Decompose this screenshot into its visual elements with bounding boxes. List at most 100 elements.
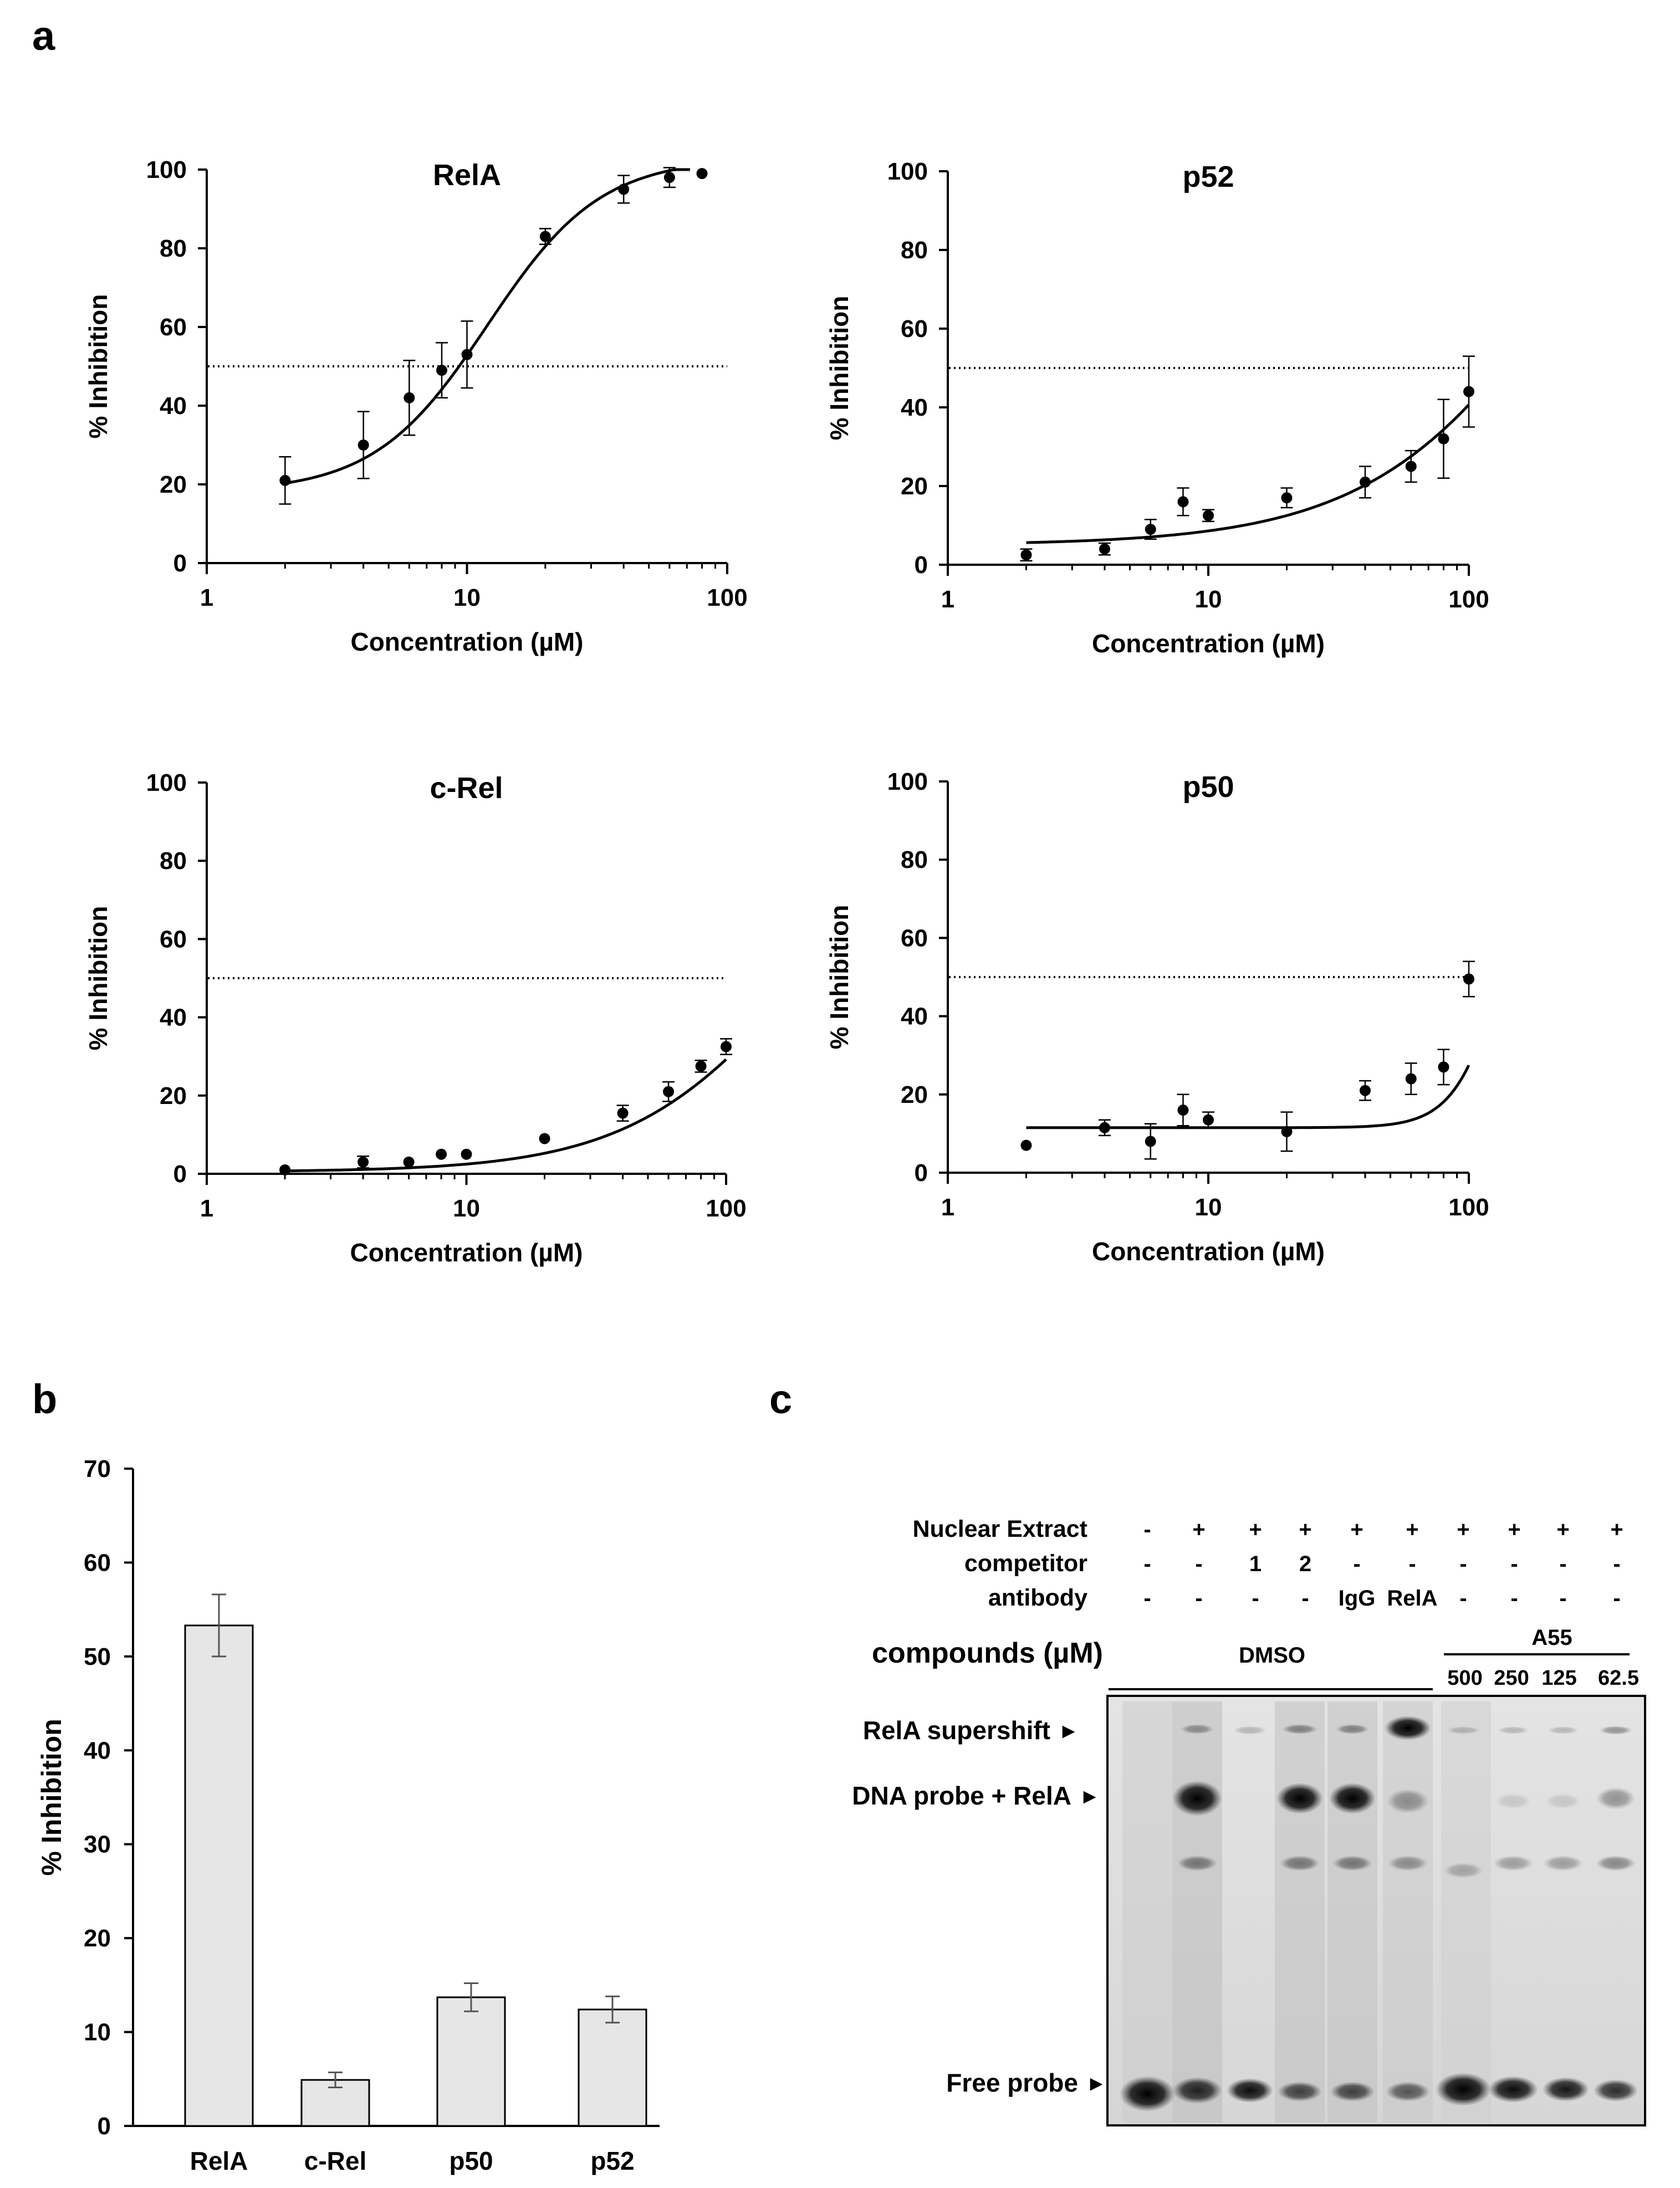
- lane-smear-1: [1122, 1701, 1172, 2123]
- p52-data-point: [1203, 510, 1214, 522]
- rela-data-point: [436, 365, 448, 376]
- bar-y-tick-label: 0: [98, 2113, 111, 2140]
- p52-x-tick-label: 100: [1448, 586, 1489, 613]
- p52-x-tick-label: 10: [1195, 586, 1222, 613]
- c-rel-data-point: [403, 1156, 415, 1168]
- p50-data-point: [1405, 1073, 1417, 1085]
- band-supershift-4: [1282, 1724, 1318, 1734]
- p52-data-point: [1463, 386, 1474, 397]
- row-label-competitor: competitor: [964, 1550, 1087, 1577]
- gel-marker: -: [1408, 1552, 1416, 1576]
- gel-band-labels: RelA supershift ► DNA probe + RelA ► Fre…: [852, 1716, 1107, 2097]
- p50-data-point: [1145, 1136, 1156, 1147]
- rela-data-point: [539, 231, 551, 242]
- band-lower-9: [1543, 1855, 1583, 1871]
- c-rel-data-point: [436, 1148, 447, 1160]
- gel-marker: +: [1299, 1517, 1311, 1542]
- c-rel-data-point: [721, 1041, 732, 1052]
- rela-y-tick-label: 40: [160, 392, 187, 420]
- rela-data-point: [461, 349, 473, 360]
- rela-data-point: [618, 183, 630, 195]
- c-rel-x-tick-label: 1: [200, 1195, 213, 1222]
- compounds-label: compounds (µM): [872, 1637, 1103, 1669]
- gel-marker: -: [1143, 1517, 1151, 1542]
- band-label-free-probe: Free probe: [946, 2068, 1078, 2097]
- p50-data-point: [1203, 1114, 1214, 1126]
- a55-dose-500: 500: [1447, 1666, 1482, 1690]
- p50-data-point: [1359, 1085, 1371, 1096]
- c-rel-y-tick-label: 40: [160, 1004, 187, 1031]
- bar-y-tick-label: 50: [84, 1643, 111, 1670]
- c-rel-title: c-Rel: [430, 771, 503, 805]
- gel-marker: -: [1195, 1586, 1202, 1611]
- chart-c-rel: 0 20 40 60 80 100 1 10 100 Concentration (µM) % In…: [84, 769, 747, 1267]
- chart-p52: 0 20 40 60 80 100 1 10 100 Concentration (µM) % In…: [825, 158, 1489, 658]
- p52-data-point: [1438, 433, 1449, 444]
- c-rel-y-tick-label: 100: [146, 769, 187, 796]
- p50-y-label: % Inhibition: [825, 905, 854, 1050]
- rela-title: RelA: [433, 159, 501, 192]
- band-supershift-6: [1385, 1716, 1431, 1740]
- rela-data-point: [696, 168, 708, 180]
- bar-p50: [436, 1996, 506, 2127]
- c-rel-data-point: [358, 1156, 369, 1168]
- gel-marker: IgG: [1339, 1586, 1376, 1611]
- a55-label: A55: [1531, 1625, 1572, 1650]
- p52-y-tick-label: 80: [901, 237, 928, 264]
- p52-y-tick-label: 60: [901, 315, 928, 342]
- p50-y-tick-label: 60: [901, 924, 928, 952]
- lane-smear-2: [1172, 1701, 1222, 2123]
- rela-data-point: [404, 392, 415, 403]
- p52-data-point: [1359, 476, 1371, 488]
- lane-smear-5: [1327, 1701, 1377, 2123]
- band-lower-8: [1493, 1855, 1533, 1871]
- panel-label-a: a: [32, 13, 55, 59]
- rela-x-tick-label: 10: [453, 584, 481, 611]
- band-lower-2: [1177, 1855, 1217, 1871]
- gel-marker: +: [1192, 1517, 1205, 1542]
- c-rel-data-point: [617, 1107, 629, 1119]
- gel-row-labels: Nuclear Extract competitor antibody comp…: [872, 1516, 1103, 1669]
- gel-marker: -: [1613, 1552, 1620, 1576]
- arrow-supershift: ►: [1058, 1720, 1079, 1743]
- band-supershift-8: [1498, 1726, 1529, 1734]
- band-free-6: [1386, 2082, 1430, 2102]
- c-rel-data-point: [279, 1164, 291, 1175]
- p52-x-label: Concentration (µM): [1092, 629, 1325, 658]
- a55-dose-62-5: 62.5: [1598, 1666, 1639, 1690]
- bar-y-label: % Inhibition: [36, 1719, 67, 1875]
- gel-marker: 2: [1299, 1552, 1311, 1576]
- bar-y-tick-label: 10: [84, 2019, 111, 2046]
- c-rel-x-tick-label: 10: [453, 1195, 480, 1222]
- rela-x-tick-label: 100: [707, 584, 747, 611]
- gel-marker: -: [1559, 1586, 1566, 1611]
- rela-x-label: Concentration (µM): [350, 627, 583, 656]
- band-supershift-7: [1447, 1726, 1480, 1734]
- p52-y-tick-label: 0: [915, 551, 928, 579]
- gel-marker: -: [1143, 1586, 1151, 1611]
- gel-marker: +: [1406, 1517, 1418, 1542]
- p50-x-tick-label: 10: [1195, 1194, 1222, 1221]
- gel-marker: -: [1353, 1552, 1360, 1576]
- gel-marker: -: [1301, 1586, 1309, 1611]
- p50-x-label: Concentration (µM): [1092, 1237, 1325, 1266]
- gel-marker: -: [1195, 1552, 1202, 1576]
- c-rel-y-tick-label: 60: [160, 926, 187, 953]
- p50-x-tick-label: 100: [1448, 1194, 1489, 1221]
- c-rel-x-label: Concentration (µM): [350, 1238, 583, 1267]
- a55-dose-125: 125: [1541, 1666, 1576, 1690]
- lane-smear-6: [1383, 1701, 1433, 2123]
- gel-marker: -: [1613, 1586, 1620, 1611]
- bar-p52: [578, 2008, 647, 2127]
- c-rel-y-tick-label: 20: [160, 1082, 187, 1110]
- rela-data-point: [358, 439, 369, 451]
- rela-data-point: [663, 172, 675, 183]
- p52-y-tick-label: 20: [901, 473, 928, 500]
- p50-data-point: [1020, 1139, 1032, 1151]
- lane-smear-4: [1275, 1701, 1325, 2123]
- p52-fit-curve: [1026, 403, 1470, 544]
- p52-y-tick-label: 40: [901, 394, 928, 421]
- c-rel-y-tick-label: 80: [160, 847, 187, 875]
- band-complex-4: [1276, 1783, 1323, 1814]
